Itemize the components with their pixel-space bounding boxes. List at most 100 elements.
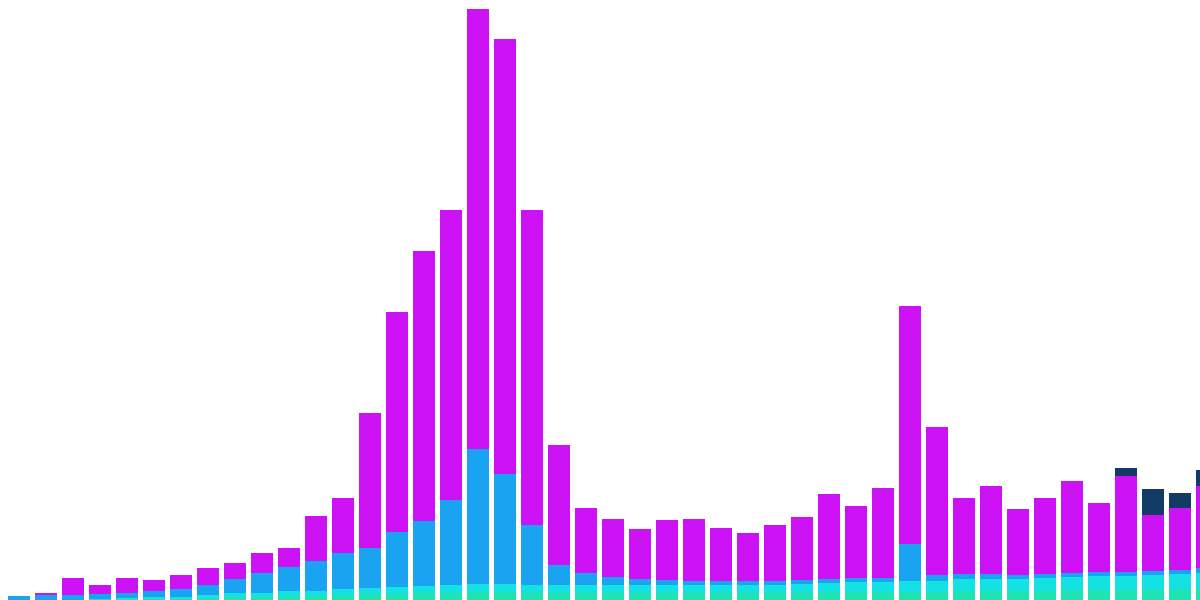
bar-segment-blue (8, 596, 30, 600)
bar-segment-magenta (170, 575, 192, 589)
bar-segment-blue (197, 585, 219, 595)
bar (710, 528, 732, 600)
bar-segment-cyan (1142, 575, 1164, 590)
bar (899, 306, 921, 600)
bar-segment-cyan (575, 585, 597, 593)
bar-segment-magenta (1196, 486, 1200, 568)
bar-segment-magenta (89, 585, 111, 594)
bar-segment-teal (1142, 590, 1164, 600)
bar-segment-magenta (413, 251, 435, 521)
bar-segment-cyan (386, 587, 408, 594)
bar-segment-cyan (737, 585, 759, 593)
bar (170, 575, 192, 600)
bar-segment-blue (332, 553, 354, 589)
bar (251, 553, 273, 600)
bar-segment-teal (818, 592, 840, 600)
bar (305, 516, 327, 600)
bar-segment-teal (386, 594, 408, 600)
bar-segment-magenta (548, 445, 570, 565)
bar-segment-teal (548, 593, 570, 600)
bar-segment-magenta (575, 508, 597, 573)
bar-segment-magenta (710, 528, 732, 581)
bar-segment-magenta (1169, 508, 1191, 570)
bar-segment-blue (386, 532, 408, 587)
bar-segment-cyan (656, 585, 678, 593)
bar (8, 596, 30, 600)
bar-segment-magenta (656, 520, 678, 580)
bar-segment-magenta (1034, 498, 1056, 574)
bar (332, 498, 354, 600)
bar (1088, 503, 1110, 600)
bar-segment-magenta (62, 578, 84, 595)
bar-segment-teal (305, 596, 327, 600)
bar (521, 210, 543, 600)
bar-segment-blue (359, 548, 381, 588)
bar-segment-teal (764, 593, 786, 600)
bar-segment-magenta (359, 413, 381, 548)
bar (1169, 493, 1191, 600)
bar-segment-cyan (521, 585, 543, 593)
bar (845, 506, 867, 600)
bar-segment-magenta (224, 563, 246, 579)
bar (89, 585, 111, 600)
bar-segment-teal (791, 593, 813, 600)
bar-segment-magenta (197, 568, 219, 585)
bar-segment-magenta (1061, 481, 1083, 573)
bar-segment-teal (1088, 590, 1110, 600)
bar-segment-blue (899, 544, 921, 581)
bar-segment-magenta (251, 553, 273, 573)
bar-segment-navy (1196, 470, 1200, 486)
bar-segment-cyan (764, 585, 786, 593)
bar (197, 568, 219, 600)
bar-segment-cyan (602, 585, 624, 593)
bar (737, 533, 759, 600)
bar-segment-blue (251, 573, 273, 593)
bar-segment-blue (170, 589, 192, 597)
bar-segment-cyan (413, 586, 435, 593)
bar (548, 445, 570, 600)
bar-segment-magenta (980, 486, 1002, 574)
bar-segment-magenta (791, 517, 813, 580)
bar-segment-teal (602, 593, 624, 600)
bar-segment-magenta (494, 39, 516, 474)
bar-segment-cyan (1007, 579, 1029, 591)
bar-segment-teal (575, 593, 597, 600)
bar-segment-cyan (818, 583, 840, 592)
bar-segment-blue (548, 565, 570, 585)
bar-segment-teal (926, 592, 948, 600)
bar-segment-cyan (1115, 576, 1137, 590)
bar-segment-cyan (1088, 576, 1110, 590)
bar (818, 494, 840, 600)
bar (224, 563, 246, 600)
bar-segment-teal (1007, 591, 1029, 600)
bar (440, 210, 462, 600)
bar-segment-magenta (629, 529, 651, 579)
bar-segment-cyan (899, 581, 921, 592)
bar-segment-teal (710, 593, 732, 600)
bar-segment-magenta (899, 306, 921, 544)
bar-segment-cyan (791, 584, 813, 593)
bar (116, 578, 138, 600)
bar-segment-cyan (1169, 574, 1191, 589)
bar-segment-magenta (278, 548, 300, 567)
bar-segment-teal (467, 592, 489, 600)
bar-segment-magenta (683, 519, 705, 581)
bar-segment-magenta (467, 9, 489, 449)
bar-segment-teal (494, 592, 516, 600)
bar-segment-cyan (548, 585, 570, 593)
bar-segment-navy (1169, 493, 1191, 508)
bar-segment-navy (1142, 489, 1164, 515)
bar (278, 548, 300, 600)
bar-segment-magenta (305, 516, 327, 561)
bars-container (0, 0, 1200, 600)
bar-segment-blue (467, 449, 489, 584)
bar-segment-magenta (1142, 515, 1164, 571)
bar (386, 312, 408, 600)
bar-segment-magenta (1115, 476, 1137, 572)
bar-segment-teal (359, 594, 381, 600)
bar-segment-magenta (116, 578, 138, 593)
bar-segment-blue (521, 525, 543, 585)
bar (143, 580, 165, 600)
bar-segment-cyan (683, 585, 705, 593)
bar (1196, 470, 1200, 600)
